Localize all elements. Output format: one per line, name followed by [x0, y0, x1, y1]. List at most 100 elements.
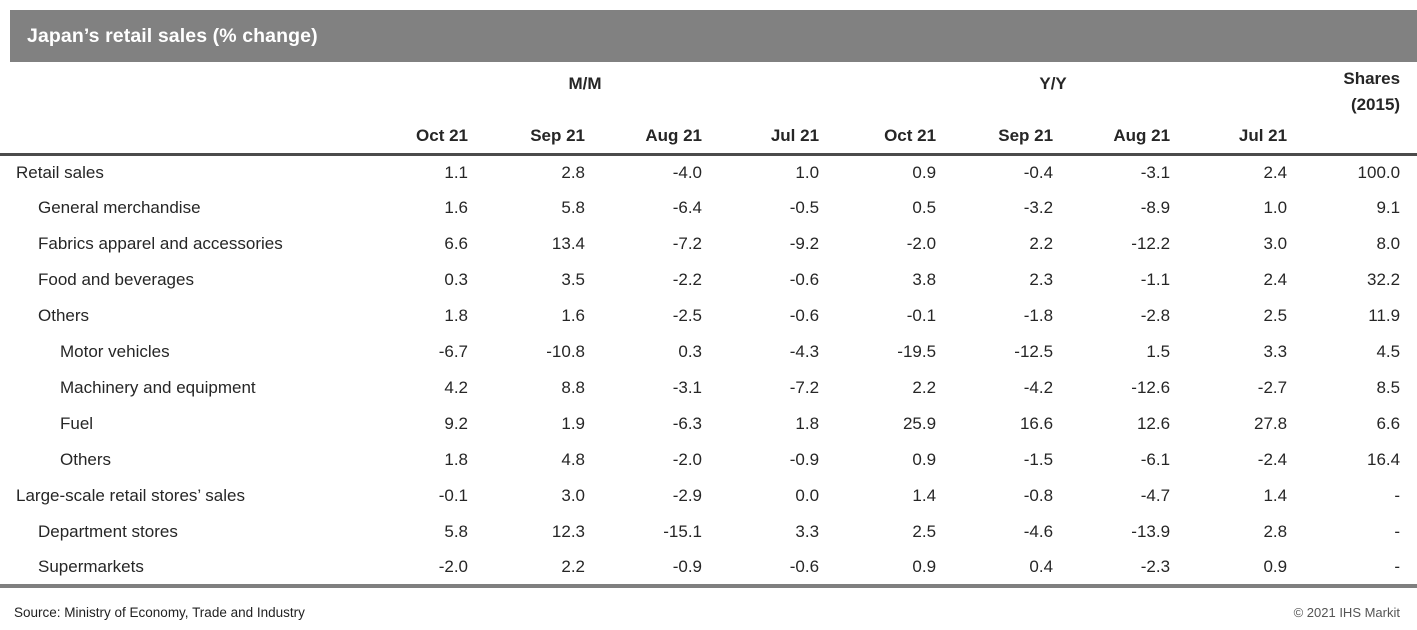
value-cell: 2.4 — [1263, 270, 1288, 289]
table-row: Others 1.8 4.8 -2.0 -0.9 0.9 -1.5 -6.1 -2.4 16.4 — [0, 442, 1417, 478]
value-cell: -2.7 — [1257, 378, 1288, 397]
value-cell: 9.2 — [444, 414, 468, 433]
figure-title: Japan’s retail sales (% change) — [27, 24, 318, 47]
value-cell: -12.5 — [1014, 342, 1054, 361]
footer: Source: Ministry of Economy, Trade and I… — [0, 597, 1417, 630]
row-label: Fabrics apparel and accessories — [38, 234, 283, 253]
value-cell: -1.1 — [1140, 270, 1171, 289]
value-cell: 6.6 — [1376, 414, 1401, 433]
empty-label-header — [0, 106, 351, 156]
row-label: Others — [60, 450, 112, 469]
value-cell: 2.4 — [1263, 162, 1288, 182]
row-label: Motor vehicles — [60, 342, 170, 361]
value-cell: -15.1 — [663, 522, 702, 541]
value-cell: 1.9 — [561, 414, 585, 433]
value-cell: 0.3 — [444, 270, 468, 289]
value-cell: 1.0 — [1263, 198, 1288, 217]
value-cell: -3.2 — [1023, 198, 1054, 217]
value-cell: 0.4 — [1029, 557, 1054, 576]
row-label: General merchandise — [38, 198, 201, 217]
value-cell: -6.1 — [1140, 450, 1171, 469]
value-cell: 16.4 — [1366, 450, 1401, 469]
value-cell: 2.5 — [912, 522, 937, 541]
value-cell: 4.8 — [561, 450, 585, 469]
value-cell: 12.3 — [551, 522, 585, 541]
value-cell: 4.5 — [1376, 342, 1401, 361]
value-cell: -2.0 — [906, 234, 937, 253]
value-cell: 0.9 — [912, 557, 937, 576]
value-cell: -0.1 — [906, 306, 937, 325]
table-row: Department stores 5.8 12.3 -15.1 3.3 2.5 -4.6 -… — [0, 514, 1417, 550]
shares-header-line1: Shares — [1343, 69, 1401, 88]
value-cell: -4.3 — [789, 342, 820, 361]
value-cell: -0.9 — [672, 557, 702, 576]
value-cell: -2.0 — [672, 450, 702, 469]
table-row: Fuel 9.2 1.9 -6.3 1.8 25.9 16.6 12.6 27.8 6.6 — [0, 406, 1417, 442]
value-cell: 1.4 — [912, 486, 937, 505]
value-cell: 6.6 — [444, 234, 468, 253]
shares-column-header: Shares (2015) — [1287, 62, 1417, 156]
value-cell: 3.5 — [561, 270, 585, 289]
month-header-mm-aug-21: Aug 21 — [585, 106, 702, 156]
value-cell: -2.4 — [1257, 450, 1288, 469]
value-cell: 0.9 — [912, 450, 937, 469]
table-row: Motor vehicles -6.7 -10.8 0.3 -4.3 -19.5 -12.5… — [0, 334, 1417, 370]
value-cell: -2.0 — [438, 557, 468, 576]
value-cell: 8.5 — [1376, 378, 1401, 397]
value-cell: -2.3 — [1140, 557, 1171, 576]
value-cell: -2.2 — [672, 270, 702, 289]
retail-sales-table: M/M Y/Y Shares (2015) Oct 21 Sep 21 Aug 21… — [0, 62, 1417, 588]
value-cell: -4.0 — [672, 162, 702, 182]
value-cell: 2.2 — [1029, 234, 1054, 253]
value-cell: 0.5 — [912, 198, 937, 217]
value-cell: -0.4 — [1023, 162, 1054, 182]
month-header-mm-jul-21: Jul 21 — [702, 106, 820, 156]
value-cell: 3.0 — [1263, 234, 1288, 253]
value-cell: 12.6 — [1136, 414, 1171, 433]
value-cell: -9.2 — [789, 234, 820, 253]
value-cell: 11.9 — [1368, 306, 1401, 325]
value-cell: - — [1394, 557, 1401, 576]
value-cell: -2.9 — [672, 486, 702, 505]
value-cell: -19.5 — [897, 342, 937, 361]
row-label: Supermarkets — [38, 557, 144, 576]
value-cell: - — [1394, 486, 1401, 505]
table-row: Food and beverages 0.3 3.5 -2.2 -0.6 3.8 2.3 -1… — [0, 262, 1417, 298]
row-label: Food and beverages — [38, 270, 194, 289]
month-header-mm-sep-21: Sep 21 — [468, 106, 585, 156]
value-cell: -6.3 — [672, 414, 702, 433]
value-cell: 1.1 — [444, 162, 468, 182]
table-row: General merchandise 1.6 5.8 -6.4 -0.5 0.5 -3.2… — [0, 190, 1417, 226]
value-cell: -12.2 — [1131, 234, 1171, 253]
value-cell: -0.8 — [1023, 486, 1054, 505]
value-cell: 0.9 — [1263, 557, 1288, 576]
value-cell: -0.6 — [789, 270, 820, 289]
value-cell: -3.1 — [672, 378, 702, 397]
value-cell: -7.2 — [789, 378, 820, 397]
month-header-yy-oct-21: Oct 21 — [819, 106, 937, 156]
value-cell: 100.0 — [1357, 162, 1401, 182]
value-cell: 8.0 — [1376, 234, 1401, 253]
value-cell: -0.1 — [438, 486, 468, 505]
value-cell: 2.8 — [561, 162, 585, 182]
value-cell: 1.5 — [1146, 342, 1171, 361]
copyright-note: © 2021 IHS Markit — [1293, 605, 1400, 620]
value-cell: 0.9 — [912, 162, 937, 182]
value-cell: 32.2 — [1366, 270, 1401, 289]
value-cell: 2.2 — [912, 378, 937, 397]
value-cell: 1.0 — [795, 162, 820, 182]
value-cell: 9.1 — [1376, 198, 1401, 217]
value-cell: -4.7 — [1140, 486, 1171, 505]
value-cell: 1.6 — [561, 306, 585, 325]
value-cell: 27.8 — [1253, 414, 1288, 433]
value-cell: -6.7 — [438, 342, 468, 361]
value-cell: - — [1394, 522, 1401, 541]
value-cell: 2.2 — [561, 557, 585, 576]
table-row: Others 1.8 1.6 -2.5 -0.6 -0.1 -1.8 -2.8 2.5 11.9 — [0, 298, 1417, 334]
value-cell: -12.6 — [1131, 378, 1171, 397]
value-cell: 0.0 — [795, 486, 820, 505]
month-header-yy-aug-21: Aug 21 — [1053, 106, 1171, 156]
source-note: Source: Ministry of Economy, Trade and I… — [14, 605, 305, 620]
month-header-mm-oct-21: Oct 21 — [351, 106, 468, 156]
